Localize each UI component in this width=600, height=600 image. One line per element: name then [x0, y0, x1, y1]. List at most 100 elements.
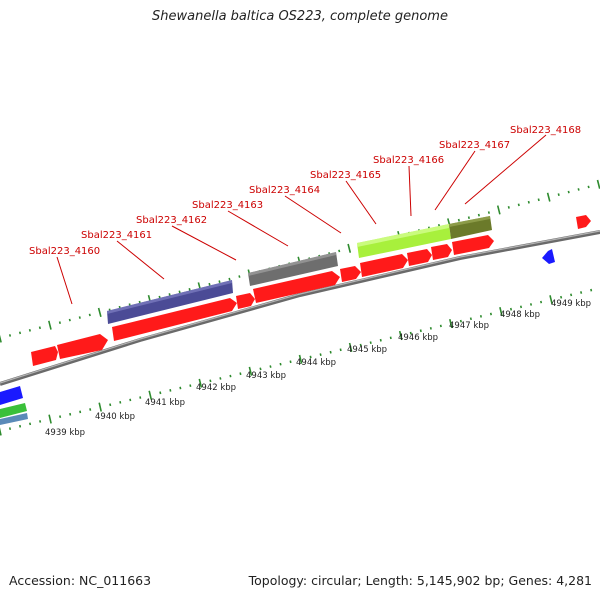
outer-major-tick — [546, 192, 551, 202]
feature-bar-lime[interactable] — [357, 224, 451, 258]
inner-major-tick — [0, 427, 2, 436]
inner-minor-tick — [409, 331, 412, 335]
gene-arrow[interactable] — [340, 266, 361, 282]
outer-minor-tick — [537, 198, 540, 202]
inner-minor-tick — [580, 291, 583, 294]
inner-minor-tick — [169, 389, 172, 392]
kbp-label: 4948 kbp — [500, 310, 540, 320]
kbp-position-labels: 4939 kbp 4940 kbp 4941 kbp 4942 kbp 4943… — [45, 299, 591, 438]
feature-bar-navy[interactable] — [107, 280, 233, 324]
inner-minor-tick — [389, 336, 392, 340]
inner-minor-tick — [369, 341, 372, 345]
feature-bar-gray[interactable] — [248, 252, 338, 286]
inner-minor-tick — [179, 386, 182, 390]
inner-minor-tick — [129, 398, 132, 402]
gene-arrow[interactable] — [360, 254, 408, 277]
reverse-feature-green[interactable] — [0, 403, 27, 418]
gene-label[interactable]: Sbal223_4163 — [192, 200, 263, 211]
gene-arrow[interactable] — [576, 215, 591, 229]
inner-major-tick — [248, 366, 253, 376]
reverse-feature-steel[interactable] — [0, 413, 28, 425]
outer-minor-tick — [8, 334, 12, 337]
kbp-label: 4945 kbp — [347, 345, 387, 355]
inner-minor-tick — [69, 412, 72, 416]
outer-minor-tick — [457, 218, 460, 222]
inner-minor-tick — [19, 424, 22, 428]
inner-minor-tick — [459, 319, 462, 323]
inner-minor-tick — [540, 300, 543, 304]
reverse-feature-blue[interactable] — [0, 386, 23, 405]
inner-minor-tick — [189, 384, 192, 387]
inner-minor-tick — [229, 374, 232, 378]
gene-label[interactable]: Sbal223_4168 — [510, 125, 581, 136]
outer-minor-tick — [58, 321, 61, 325]
outer-minor-tick — [38, 326, 41, 330]
gene-labels: Sbal223_4160 Sbal223_4161 Sbal223_4162 S… — [29, 125, 581, 305]
inner-minor-tick — [560, 295, 563, 299]
outer-minor-tick — [577, 188, 580, 191]
inner-minor-tick — [79, 410, 82, 414]
outer-minor-tick — [527, 200, 530, 204]
inner-minor-tick — [379, 338, 382, 342]
inner-minor-tick — [269, 365, 272, 368]
outer-minor-tick — [567, 190, 570, 194]
inner-minor-tick — [479, 315, 482, 318]
inner-major-tick — [398, 330, 403, 341]
gene-label[interactable]: Sbal223_4165 — [310, 170, 381, 181]
genome-summary-text: Topology: circular; Length: 5,145,902 bp… — [248, 573, 592, 588]
inner-minor-tick — [289, 360, 292, 364]
outer-major-tick — [48, 320, 52, 330]
outer-minor-tick — [178, 290, 181, 294]
feature-bar-olive[interactable] — [449, 216, 492, 239]
inner-minor-tick — [209, 379, 212, 383]
inner-minor-tick — [519, 305, 523, 309]
kbp-label: 4944 kbp — [296, 358, 336, 368]
outer-minor-tick — [218, 280, 221, 284]
gene-arrow[interactable] — [31, 346, 58, 366]
inner-minor-tick — [159, 391, 162, 395]
reverse-features — [0, 249, 555, 425]
gene-arrow[interactable] — [431, 244, 452, 260]
inner-minor-tick — [339, 348, 342, 352]
genome-backbone — [0, 230, 600, 386]
gene-label[interactable]: Sbal223_4167 — [439, 140, 510, 151]
inner-minor-tick — [119, 401, 122, 404]
inner-minor-tick — [219, 377, 222, 380]
gene-label[interactable]: Sbal223_4162 — [136, 215, 207, 226]
outer-minor-tick — [208, 282, 211, 286]
gene-label[interactable]: Sbal223_4166 — [373, 155, 444, 166]
inner-minor-tick — [109, 403, 112, 407]
outer-major-tick — [496, 205, 501, 215]
inner-major-tick — [348, 342, 353, 352]
gene-arrow[interactable] — [407, 249, 432, 266]
outer-minor-tick — [517, 203, 520, 207]
outer-minor-tick — [18, 331, 22, 335]
inner-major-tick — [549, 295, 553, 305]
gene-arrow[interactable] — [253, 271, 340, 303]
inner-minor-tick — [239, 372, 242, 376]
gene-label[interactable]: Sbal223_4161 — [81, 230, 152, 241]
gene-label[interactable]: Sbal223_4164 — [249, 185, 320, 196]
outer-minor-tick — [168, 293, 171, 296]
inner-minor-tick — [529, 303, 533, 306]
inner-major-tick — [449, 319, 453, 329]
gene-arrow[interactable] — [112, 298, 237, 341]
inner-minor-tick — [509, 307, 513, 311]
reverse-gene-arrow[interactable] — [542, 249, 555, 264]
inner-minor-tick — [279, 362, 282, 366]
accession-text: Accession: NC_011663 — [9, 573, 152, 588]
inner-major-tick — [148, 390, 153, 400]
gene-arrow[interactable] — [452, 235, 494, 255]
kbp-label: 4940 kbp — [95, 412, 135, 422]
gene-label[interactable]: Sbal223_4160 — [29, 246, 100, 257]
gene-arrow[interactable] — [57, 334, 108, 359]
inner-minor-tick — [259, 367, 262, 371]
inner-major-tick — [499, 307, 503, 317]
inner-minor-tick — [39, 420, 42, 423]
kbp-label: 4949 kbp — [551, 299, 591, 309]
outer-minor-tick — [78, 316, 81, 319]
outer-minor-tick — [28, 328, 31, 332]
gene-arrow[interactable] — [236, 293, 255, 309]
outer-major-tick — [97, 307, 102, 318]
